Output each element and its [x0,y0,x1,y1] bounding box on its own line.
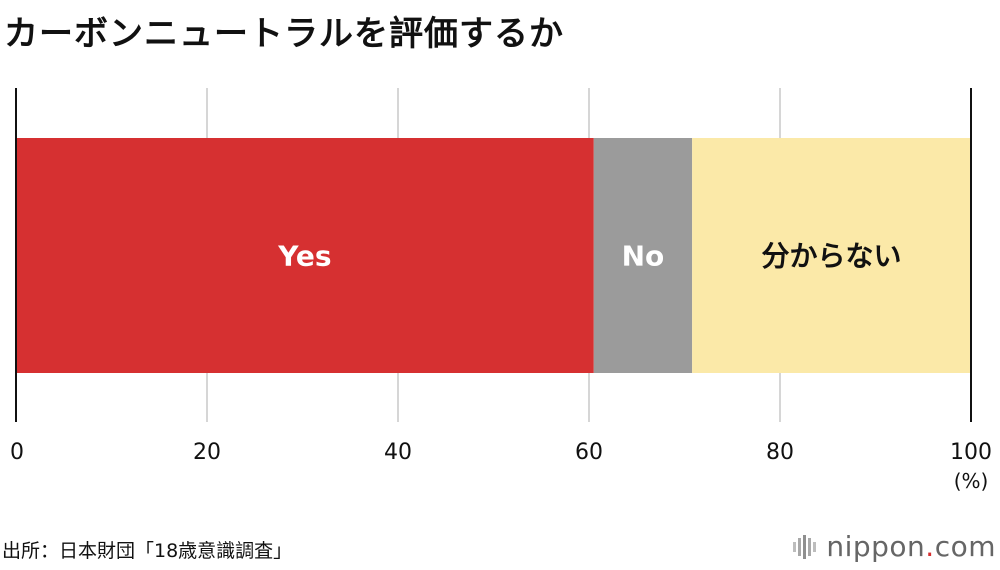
bar-segments: Yes No 分からない [16,138,971,373]
chart-title: カーボンニュートラルを評価するか [4,14,564,54]
logo-dot: . [925,530,935,563]
tick-label-0: 0 [10,440,24,465]
logo-mark-icon [793,534,817,559]
bar-segment-2 [692,138,971,373]
axis-lines [15,88,972,422]
segment-label-2: 分からない [762,240,902,273]
logo-name: nippon [826,530,926,563]
source-note: 出所：日本財団「18歳意識調査」 [2,540,293,562]
bar-segment-1 [593,138,693,373]
tick-label-40: 40 [384,440,412,465]
segment-label-0: Yes [277,240,331,273]
tick-label-60: 60 [575,440,603,465]
nippon-logo: nippon. com [792,530,996,563]
tick-label-100: 100 [950,440,992,465]
x-unit-label: (%) [954,469,989,493]
bar-segment-0 [16,138,594,373]
tick-labels: 0 20 40 60 80 100 (%) [10,440,992,493]
tick-label-20: 20 [193,440,221,465]
tick-label-80: 80 [766,440,794,465]
segment-label-1: No [622,240,665,273]
logo-tld: com [934,530,996,563]
stacked-bar-chart: Yes No 分からない 0 20 40 60 80 100 (%) [10,88,992,493]
